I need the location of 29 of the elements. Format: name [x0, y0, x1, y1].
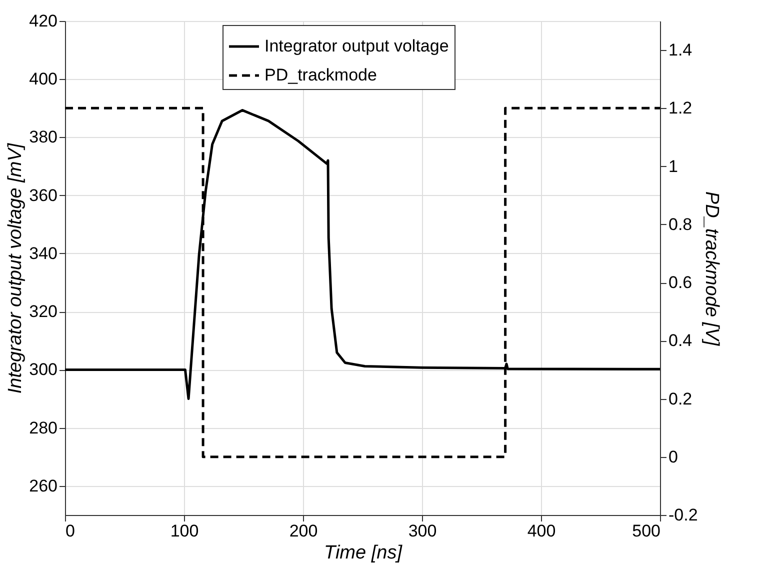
x-tick-label: 400 — [527, 522, 556, 540]
y2-tick-label: 0.2 — [668, 389, 692, 408]
y2-axis-title: PD_trackmode [V] — [700, 191, 722, 346]
y2-tick-label: 0.4 — [668, 331, 692, 350]
x-tick-label: 200 — [289, 522, 318, 540]
x-tick-label: 0 — [66, 522, 75, 540]
legend-label: Integrator output voltage — [264, 36, 449, 56]
y-axis-title: Integrator output voltage [mV] — [5, 142, 26, 394]
y2-tick-label: 1.2 — [668, 98, 692, 118]
y-tick-label: 360 — [29, 186, 58, 205]
y-tick-label: 300 — [29, 360, 58, 380]
y2-tick-label: 0 — [668, 447, 678, 466]
y-tick-label: 400 — [29, 70, 58, 89]
y2-tick-label: -0.2 — [668, 506, 698, 524]
y2-tick-label: 0.8 — [668, 214, 692, 234]
y-tick-label: 340 — [29, 244, 58, 263]
y2-tick-label: 1 — [668, 156, 678, 176]
y2-tick-label: 0.6 — [668, 273, 692, 292]
y2-tick-label: 1.4 — [668, 40, 692, 60]
y-tick-label: 380 — [29, 128, 58, 147]
x-tick-label: 500 — [632, 522, 660, 540]
y-tick-label: 320 — [29, 302, 58, 322]
x-axis-title: Time [ns] — [324, 542, 403, 564]
y-tick-label: 280 — [29, 418, 58, 438]
y-tick-label: 420 — [29, 12, 58, 30]
y-tick-label: 260 — [29, 476, 58, 496]
x-tick-label: 300 — [408, 522, 437, 540]
legend-label: PD_trackmode — [264, 66, 377, 84]
x-tick-label: 100 — [170, 522, 199, 540]
